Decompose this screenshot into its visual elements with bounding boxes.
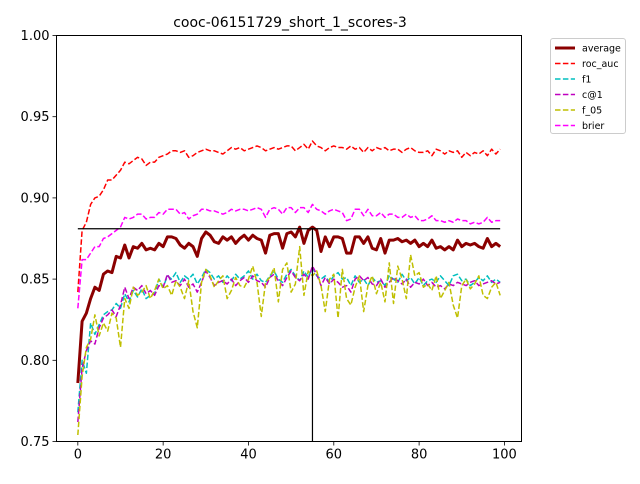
chart-title: cooc-06151729_short_1_scores-3 xyxy=(173,15,407,31)
series-line-f1 xyxy=(77,266,501,413)
y-tick-label: 0.90 xyxy=(21,191,50,206)
y-tick-label: 0.85 xyxy=(21,273,50,288)
legend-label-roc-auc: roc_auc xyxy=(582,59,619,70)
legend-label-f-05: f_05 xyxy=(582,106,602,117)
legend-label-brier: brier xyxy=(582,121,604,132)
plot-frame xyxy=(56,35,522,442)
legend-label-average: average xyxy=(582,44,621,55)
x-tick-label: 40 xyxy=(240,448,257,463)
series-line-average xyxy=(76,225,502,384)
x-tick-label: 100 xyxy=(492,448,517,463)
y-tick-label: 0.95 xyxy=(21,110,50,125)
series-line-roc-auc xyxy=(77,140,501,293)
legend-label-c-1: c@1 xyxy=(582,90,603,101)
x-tick-label: 0 xyxy=(74,448,82,463)
x-tick-label: 60 xyxy=(326,448,343,463)
y-tick-label: 0.75 xyxy=(21,435,50,450)
legend-label-f1: f1 xyxy=(582,75,591,86)
legend-box xyxy=(550,38,626,134)
series-line-brier xyxy=(77,203,501,309)
x-tick-label: 80 xyxy=(411,448,428,463)
x-tick-label: 20 xyxy=(155,448,172,463)
reference-lines xyxy=(77,228,501,442)
series-line-f-05 xyxy=(77,245,501,436)
series-layer xyxy=(76,140,502,436)
y-tick-label: 1.00 xyxy=(21,29,50,44)
y-tick-label: 0.80 xyxy=(21,354,50,369)
series-line-c-1 xyxy=(77,265,501,423)
x-axis: 0 20 40 60 80 100 xyxy=(74,441,517,463)
y-axis: 0.75 0.80 0.85 0.90 0.95 1.00 xyxy=(21,29,57,450)
